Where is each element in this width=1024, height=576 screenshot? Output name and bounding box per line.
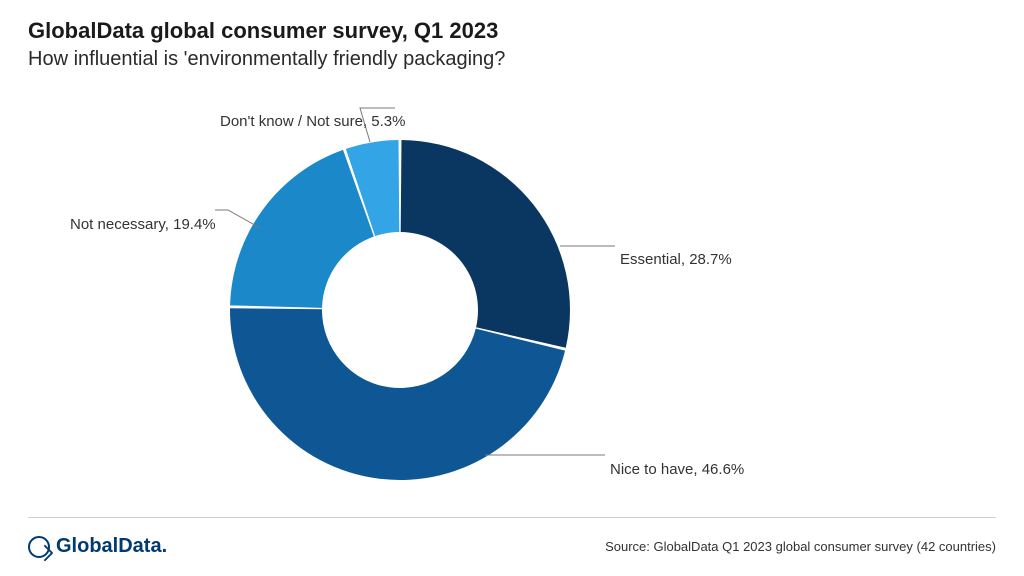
footer-divider — [28, 517, 996, 518]
leader-lines — [0, 70, 1024, 510]
label-notnec: Not necessary, 19.4% — [70, 216, 216, 233]
label-nice: Nice to have, 46.6% — [610, 461, 744, 478]
leader-notnec — [215, 210, 260, 228]
source-text: Source: GlobalData Q1 2023 global consum… — [605, 539, 996, 554]
globe-icon — [28, 536, 50, 558]
chart-subtitle: How influential is 'environmentally frie… — [28, 48, 505, 71]
chart-container: GlobalData global consumer survey, Q1 20… — [0, 0, 1024, 576]
label-dontknow: Don't know / Not sure, 5.3% — [220, 113, 405, 130]
donut-chart: Essential, 28.7% Nice to have, 46.6% Not n… — [0, 70, 1024, 510]
brand-logo: GlobalData. — [28, 535, 167, 558]
brand-text: GlobalData. — [56, 535, 167, 558]
label-essential: Essential, 28.7% — [620, 251, 732, 268]
chart-title: GlobalData global consumer survey, Q1 20… — [28, 18, 498, 44]
